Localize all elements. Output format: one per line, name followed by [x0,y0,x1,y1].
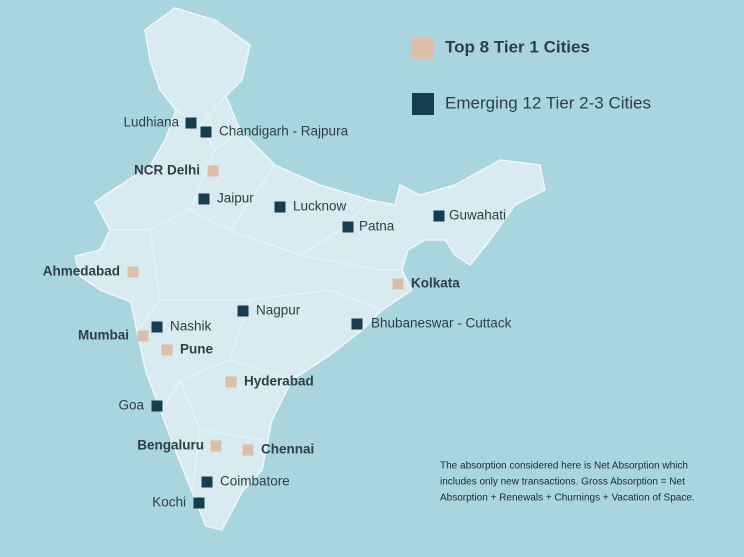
city-label: Goa [118,398,144,413]
city-marker [198,193,210,205]
city-label: Nashik [170,319,212,334]
city-label: NCR Delhi [134,163,200,178]
city-label: Guwahati [449,208,506,223]
city-marker [200,126,212,138]
city-marker [151,321,163,333]
city-marker [237,305,249,317]
city-label: Mumbai [78,328,129,343]
city-label: Hyderabad [244,374,314,389]
city-label: Chandigarh - Rajpura [219,124,349,139]
city-marker [242,444,254,456]
state-borders [110,95,402,493]
legend: Top 8 Tier 1 Cities Emerging 12 Tier 2-3… [412,37,651,115]
city-label: Coimbatore [220,474,290,489]
city-marker [351,318,363,330]
city-marker [137,330,149,342]
city-marker [185,117,197,129]
city-marker [127,266,139,278]
city-label: Pune [180,342,213,357]
city-marker [433,210,445,222]
legend-label: Top 8 Tier 1 Cities [445,37,590,56]
city-marker [151,400,163,412]
city-label: Jaipur [217,191,254,206]
note-line: The absorption considered here is Net Ab… [440,461,688,472]
city-label: Nagpur [256,303,301,318]
city-marker [342,221,354,233]
city-marker [225,376,237,388]
city-label: Bengaluru [137,438,204,453]
city-label: Patna [359,219,395,234]
city-label: Chennai [261,442,314,457]
note-line: includes only new transactions. Gross Ab… [440,477,685,488]
city-marker [207,165,219,177]
city-label: Ahmedabad [43,264,120,279]
note-line: Absorption + Renewals + Churnings + Vaca… [440,493,695,504]
city-marker [193,497,205,509]
city-label: Ludhiana [123,115,179,130]
city-marker [201,476,213,488]
city-label: Lucknow [293,199,347,214]
note: The absorption considered here is Net Ab… [440,461,695,504]
city-marker [161,344,173,356]
legend-swatch [412,37,434,59]
legend-swatch [412,93,434,115]
city-marker [274,201,286,213]
india-outline [74,7,546,531]
city-label: Kochi [152,495,186,510]
city-label: Kolkata [411,276,460,291]
city-marker [392,278,404,290]
legend-label: Emerging 12 Tier 2-3 Cities [445,93,651,112]
city-label: Bhubaneswar - Cuttack [371,316,512,331]
city-marker [210,440,222,452]
